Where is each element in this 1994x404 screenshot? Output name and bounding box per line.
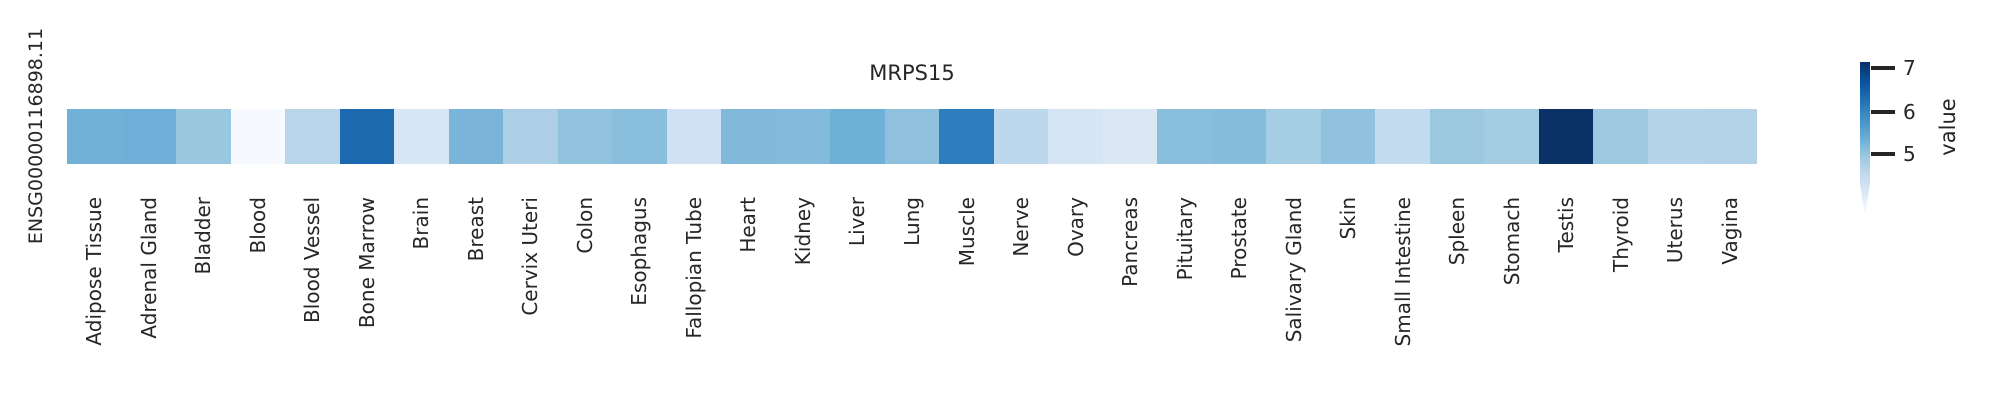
colorbar-tick-label: 7 [1903,56,1916,80]
x-tick-label: Bladder [191,197,216,275]
x-tick-label: Uterus [1663,197,1688,264]
x-tick-label: Spleen [1445,197,1470,266]
x-tick-label: Colon [572,197,597,254]
heatmap-cell-brain [394,109,449,164]
heatmap-cell-liver [830,109,885,164]
heatmap-cell-stomach [1484,109,1539,164]
heatmap-cell-salivary-gland [1266,109,1321,164]
x-tick-label: Esophagus [627,197,652,306]
x-tick-label: Ovary [1063,197,1088,257]
x-tick-label: Small Intestine [1390,197,1415,347]
x-tick-label: Testis [1554,197,1579,253]
x-tick-label: Lung [900,197,924,246]
x-tick-label: Adrenal Gland [136,197,161,339]
gene-id-row-label: ENSG00000116898.11 [25,27,47,245]
x-tick-label: Pituitary [1172,197,1197,281]
heatmap-cell-adipose-tissue [67,109,122,164]
x-tick-label: Nerve [1009,197,1034,257]
heatmap-cell-pancreas [1102,109,1158,164]
heatmap-cell-kidney [775,109,831,164]
x-tick-label: Blood [245,197,270,254]
heatmap-cell-cervix-uteri [503,109,558,164]
x-tick-label: Kidney [790,197,815,266]
heatmap-cell-testis [1538,109,1594,164]
x-tick-label: Heart [736,197,761,253]
x-tick-label: Muscle [954,197,979,267]
x-tick-label: Breast [463,197,488,262]
colorbar-tick-label: 5 [1903,142,1916,166]
heatmap-cell-muscle [939,109,994,164]
x-tick-label: Liver [845,197,870,247]
heatmap-cell-fallopian-tube [666,109,722,164]
x-tick-label: Fallopian Tube [681,197,706,339]
heatmap-cell-bladder [176,109,231,164]
heatmap-cell-lung [884,109,940,164]
x-tick-label: Blood Vessel [300,197,325,323]
colorbar-tick-label: 6 [1903,100,1916,124]
x-tick-label: Pancreas [1118,197,1143,287]
x-tick-label: Salivary Gland [1281,197,1306,343]
heatmap-cell-bone-marrow [339,109,395,164]
colorbar-tick-mark [1871,152,1895,156]
heatmap-cell-heart [721,109,776,164]
heatmap-cell-colon [557,109,613,164]
x-tick-label: Thyroid [1608,197,1633,272]
heatmap-cell-uterus [1647,109,1703,164]
x-tick-label: Skin [1336,197,1361,240]
colorbar-tick-mark [1871,110,1895,114]
x-tick-label: Adipose Tissue [82,197,107,346]
x-tick-label: Vagina [1717,197,1742,265]
heatmap-cell-prostate [1211,109,1267,164]
x-tick-label: Stomach [1499,197,1524,286]
x-tick-label: Prostate [1227,197,1252,280]
x-tick-label: Cervix Uteri [518,197,543,316]
heatmap-cell-breast [448,109,504,164]
heatmap-cell-blood-vessel [285,109,340,164]
chart-title: MRPS15 [869,61,955,85]
heatmap-cell-small-intestine [1375,109,1430,164]
heatmap-cell-adrenal-gland [121,109,177,164]
x-tick-label: Bone Marrow [354,197,379,329]
colorbar-axis-label: value [1936,98,1960,156]
heatmap-row [67,109,1757,164]
colorbar [1860,62,1870,215]
heatmap-cell-skin [1320,109,1376,164]
x-tick-label: Brain [409,197,434,250]
heatmap-cell-vagina [1702,109,1757,164]
colorbar-tick-mark [1871,66,1895,70]
heatmap-cell-ovary [1048,109,1103,164]
heatmap-cell-spleen [1429,109,1485,164]
heatmap-cell-blood [230,109,286,164]
heatmap-cell-thyroid [1593,109,1648,164]
heatmap-cell-pituitary [1157,109,1212,164]
heatmap-cell-esophagus [612,109,667,164]
heatmap-cell-nerve [993,109,1049,164]
